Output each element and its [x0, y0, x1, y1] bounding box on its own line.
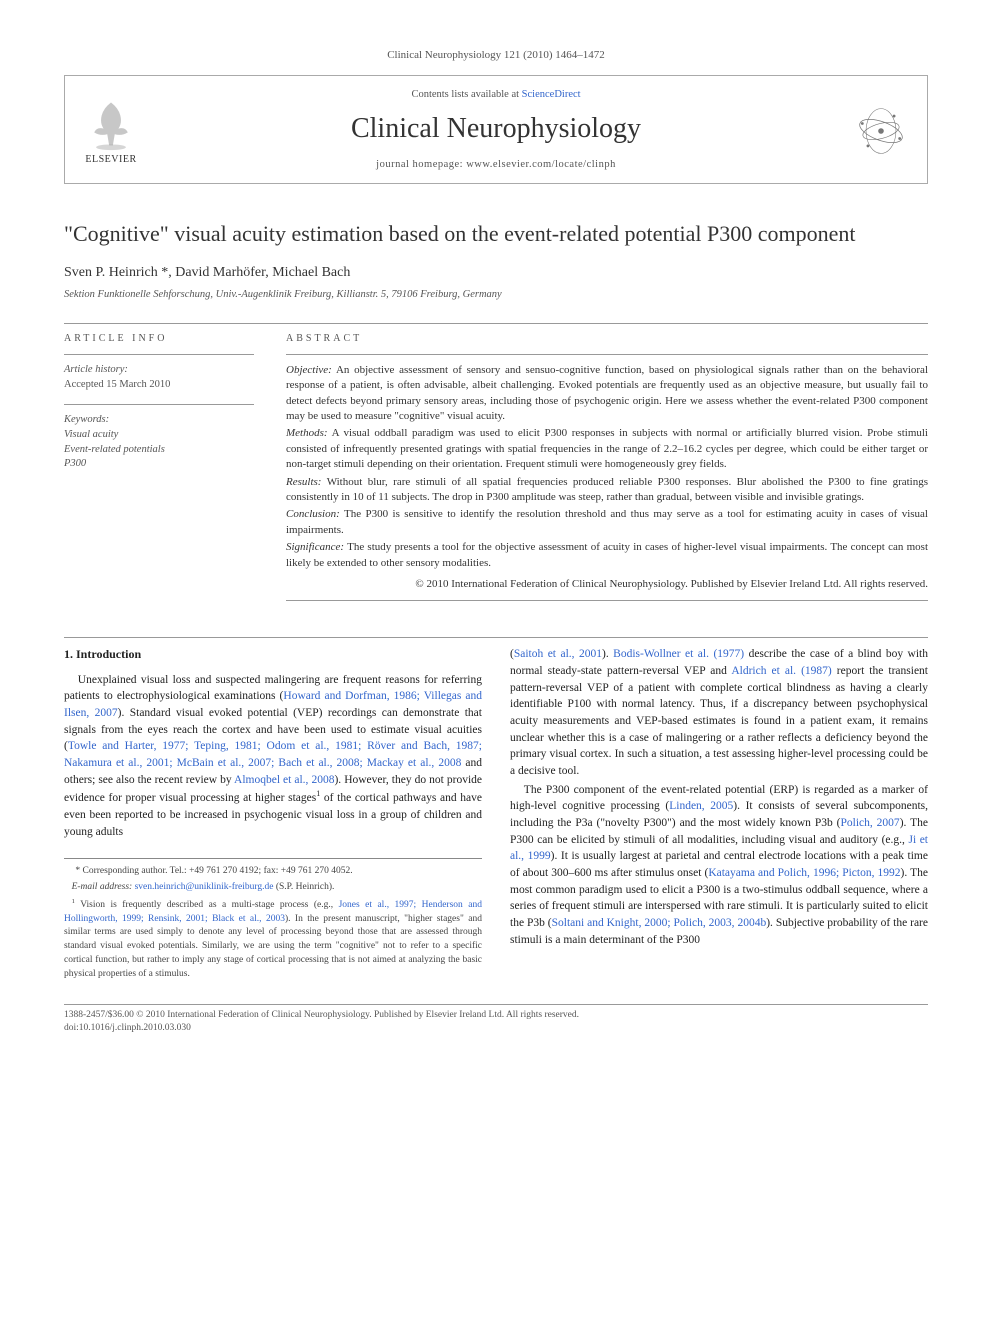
abstract-column: ABSTRACT Objective: An objective assessm…	[286, 332, 928, 609]
citation-link[interactable]: Katayama and Polich, 1996; Picton, 1992	[708, 867, 900, 879]
keyword: Visual acuity	[64, 428, 254, 443]
affiliation: Sektion Funktionelle Sehforschung, Univ.…	[64, 288, 928, 303]
publisher-logo: ELSEVIER	[83, 95, 139, 167]
article-title: "Cognitive" visual acuity estimation bas…	[64, 220, 928, 249]
article-info-heading: ARTICLE INFO	[64, 332, 254, 346]
authors: Sven P. Heinrich *, David Marhöfer, Mich…	[64, 263, 928, 283]
journal-header: ELSEVIER Contents lists available at Sci…	[64, 75, 928, 184]
history-value: Accepted 15 March 2010	[64, 378, 254, 393]
corresponding-author: * Corresponding author. Tel.: +49 761 27…	[64, 865, 482, 879]
homepage-prefix: journal homepage:	[376, 159, 466, 170]
column-left: 1. Introduction Unexplained visual loss …	[64, 646, 482, 983]
citation-link[interactable]: Polich, 2007	[840, 817, 899, 829]
footer-doi: doi:10.1016/j.clinph.2010.03.030	[64, 1022, 928, 1035]
footnote-1: 1 Vision is frequently described as a mu…	[64, 897, 482, 982]
keywords-label: Keywords:	[64, 413, 254, 428]
publisher-name: ELSEVIER	[85, 153, 136, 167]
column-right: (Saitoh et al., 2001). Bodis-Wollner et …	[510, 646, 928, 983]
homepage-url: www.elsevier.com/locate/clinph	[466, 159, 616, 170]
history-label: Article history:	[64, 363, 254, 378]
abs-methods: A visual oddball paradigm was used to el…	[286, 427, 928, 470]
abs-results-label: Results:	[286, 476, 321, 488]
body-paragraph: (Saitoh et al., 2001). Bodis-Wollner et …	[510, 646, 928, 779]
footnotes: * Corresponding author. Tel.: +49 761 27…	[64, 858, 482, 981]
contents-prefix: Contents lists available at	[411, 89, 521, 100]
journal-name: Clinical Neurophysiology	[139, 109, 853, 148]
page-footer: 1388-2457/$36.00 © 2010 International Fe…	[64, 1004, 928, 1036]
elsevier-tree-icon	[83, 95, 139, 151]
email-line: E-mail address: sven.heinrich@uniklinik-…	[64, 881, 482, 895]
abs-objective-label: Objective:	[286, 364, 332, 376]
citation-link[interactable]: Bodis-Wollner et al. (1977)	[613, 648, 744, 660]
journal-homepage: journal homepage: www.elsevier.com/locat…	[139, 158, 853, 173]
keyword: Event-related potentials	[64, 443, 254, 458]
citation-link[interactable]: Towle and Harter, 1977; Teping, 1981; Od…	[64, 740, 482, 769]
abs-significance: The study presents a tool for the object…	[286, 541, 928, 568]
abstract-copyright: © 2010 International Federation of Clini…	[286, 577, 928, 592]
abs-conclusion: The P300 is sensitive to identify the re…	[286, 508, 928, 535]
journal-logo-icon	[853, 103, 909, 159]
abs-objective: An objective assessment of sensory and s…	[286, 364, 928, 422]
contents-available: Contents lists available at ScienceDirec…	[139, 88, 853, 103]
abs-methods-label: Methods:	[286, 427, 328, 439]
body-columns: 1. Introduction Unexplained visual loss …	[64, 646, 928, 983]
citation-link[interactable]: Linden, 2005	[669, 800, 733, 812]
abs-results: Without blur, rare stimuli of all spatia…	[286, 476, 928, 503]
citation-link[interactable]: Almoqbel et al., 2008	[234, 774, 334, 786]
email-link[interactable]: sven.heinrich@uniklinik-freiburg.de	[135, 882, 274, 892]
abstract-heading: ABSTRACT	[286, 332, 928, 346]
sciencedirect-link[interactable]: ScienceDirect	[522, 89, 581, 100]
divider	[64, 323, 928, 324]
citation-link[interactable]: Saitoh et al., 2001	[514, 648, 602, 660]
section-heading: 1. Introduction	[64, 646, 482, 663]
article-info-column: ARTICLE INFO Article history: Accepted 1…	[64, 332, 254, 609]
abs-conclusion-label: Conclusion:	[286, 508, 340, 520]
keyword: P300	[64, 457, 254, 472]
citation-link[interactable]: Aldrich et al. (1987)	[731, 665, 831, 677]
citation-link[interactable]: Soltani and Knight, 2000; Polich, 2003, …	[552, 917, 767, 929]
header-citation: Clinical Neurophysiology 121 (2010) 1464…	[64, 48, 928, 63]
body-paragraph: The P300 component of the event-related …	[510, 782, 928, 949]
body-paragraph: Unexplained visual loss and suspected ma…	[64, 672, 482, 841]
abs-significance-label: Significance:	[286, 541, 344, 553]
footer-copyright: 1388-2457/$36.00 © 2010 International Fe…	[64, 1009, 928, 1022]
